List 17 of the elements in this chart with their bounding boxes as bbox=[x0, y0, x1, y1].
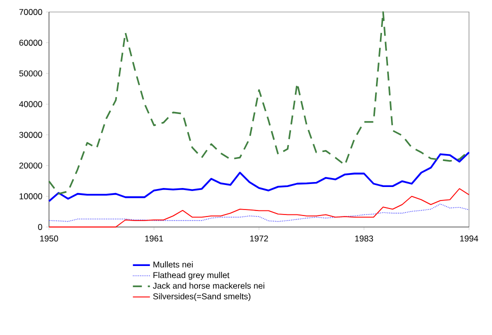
y-tick-label: 50000 bbox=[19, 70, 42, 76]
y-tick-label: 10000 bbox=[20, 193, 42, 200]
y-tick-label: 0 bbox=[38, 224, 42, 230]
y-tick-label: 60000 bbox=[19, 40, 42, 46]
x-tick-label: 1972 bbox=[250, 236, 268, 242]
y-tick-label: 70000 bbox=[19, 9, 42, 15]
legend-label: Flathead grey mullet bbox=[153, 272, 230, 280]
x-tick-label: 1961 bbox=[145, 236, 164, 242]
x-tick-label: 1983 bbox=[355, 236, 374, 242]
x-tick-label: 1994 bbox=[460, 236, 478, 242]
legend-label: Silversides(=Sand smelts) bbox=[153, 293, 250, 302]
y-tick-label: 30000 bbox=[19, 132, 42, 138]
legend-label: Mullets nei bbox=[153, 261, 193, 268]
y-tick-label: 20000 bbox=[19, 162, 42, 169]
legend-label: Jack and horse mackerels nei bbox=[152, 282, 264, 289]
x-tick-label: 1950 bbox=[40, 236, 58, 242]
y-tick-label: 40000 bbox=[19, 101, 42, 108]
